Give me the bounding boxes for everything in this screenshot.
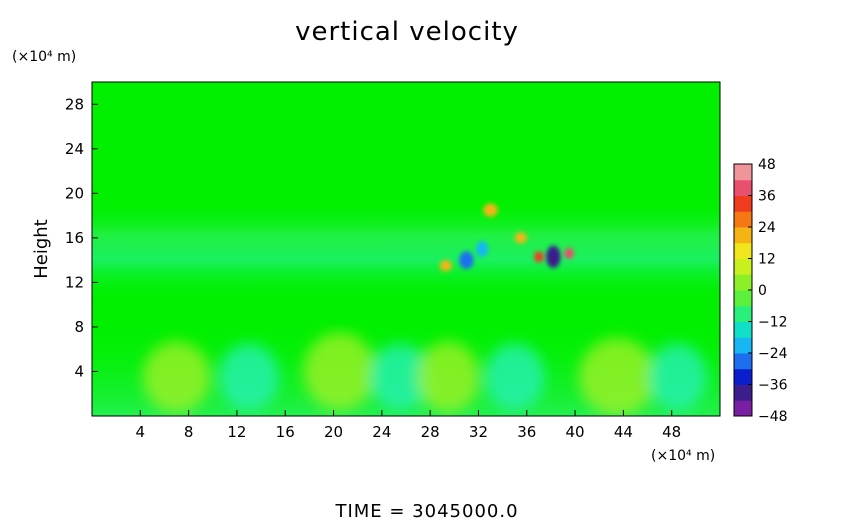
field-feature	[648, 343, 707, 411]
x-tick-label: 28	[421, 423, 440, 441]
field-feature	[514, 232, 527, 244]
time-label: TIME = 3045000.0	[334, 501, 518, 519]
field-feature	[534, 251, 544, 263]
colorbar-tick-label: −48	[758, 409, 788, 425]
field-feature	[142, 341, 211, 413]
colorbar-tick-label: 48	[758, 157, 776, 173]
field-feature	[303, 332, 376, 411]
colorbar-swatch	[734, 258, 752, 275]
colorbar-tick-label: 12	[758, 252, 776, 268]
x-tick-label: 48	[662, 423, 681, 441]
colorbar-swatch	[734, 305, 752, 322]
colorbar-swatch	[734, 368, 752, 385]
x-tick-label: 40	[566, 423, 585, 441]
colorbar-tick-label: −36	[758, 378, 788, 394]
colorbar-swatch	[734, 195, 752, 212]
feature-layer-sharp	[439, 203, 574, 272]
x-tick-label: 32	[469, 423, 488, 441]
colorbar-swatch	[734, 400, 752, 417]
y-tick-label: 8	[74, 318, 84, 336]
x-tick-label: 12	[227, 423, 246, 441]
colorbar: 48 36 24 12 0 −12 −24 −36 −48	[733, 157, 788, 425]
colorbar-swatch	[734, 179, 752, 196]
plot-frame	[91, 81, 721, 417]
y-axis-unit: (×10⁴ m)	[12, 49, 76, 65]
field-feature	[483, 203, 498, 217]
colorbar-swatch	[734, 353, 752, 370]
field-feature	[369, 343, 431, 411]
y-tick-label: 4	[74, 362, 84, 380]
feature-layer-broad	[142, 332, 707, 416]
colorbar-swatch	[734, 337, 752, 354]
field-feature	[564, 247, 574, 260]
x-tick-label: 44	[614, 423, 633, 441]
y-tick-label: 24	[65, 140, 84, 158]
x-tick-label: 16	[276, 423, 295, 441]
colorbar-swatch	[734, 290, 752, 307]
x-tick-label: 4	[136, 423, 146, 441]
y-tick-label: 28	[65, 95, 84, 113]
y-axis-label: Height	[31, 219, 52, 279]
colorbar-tick-label: 24	[758, 220, 776, 236]
y-axis: 4 8 12 16 20 24 28	[65, 95, 98, 380]
field-feature	[484, 343, 545, 411]
x-tick-label: 20	[324, 423, 343, 441]
x-tick-label: 8	[184, 423, 194, 441]
field-feature	[546, 245, 561, 268]
turbulent-band	[92, 200, 720, 300]
x-tick-label: 36	[517, 423, 536, 441]
colorbar-tick-label: −12	[758, 315, 788, 331]
x-tick-label: 24	[372, 423, 391, 441]
colorbar-swatch	[734, 384, 752, 401]
y-tick-label: 16	[65, 229, 84, 247]
field-feature	[476, 241, 489, 257]
colorbar-tick-label: 36	[758, 189, 776, 205]
colorbar-swatch	[734, 164, 752, 181]
y-tick-label: 20	[65, 184, 84, 202]
chart-title: vertical velocity	[295, 17, 519, 47]
colorbar-swatch	[734, 274, 752, 291]
colorbar-swatch	[734, 321, 752, 338]
field-feature	[459, 251, 474, 270]
field-feature	[416, 341, 480, 413]
y-tick-label: 12	[65, 273, 84, 291]
field-feature	[439, 260, 452, 272]
field-feature	[578, 338, 656, 416]
x-axis: 4 8 12 16 20 24 28 32 36 40 44 48	[136, 410, 681, 441]
colorbar-swatch	[734, 211, 752, 228]
colorbar-tick-label: −24	[758, 346, 788, 362]
colorbar-swatch	[734, 227, 752, 244]
field-feature	[218, 343, 280, 411]
colorbar-swatch	[734, 242, 752, 259]
x-axis-unit: (×10⁴ m)	[651, 448, 715, 464]
colorbar-tick-label: 0	[758, 283, 767, 299]
